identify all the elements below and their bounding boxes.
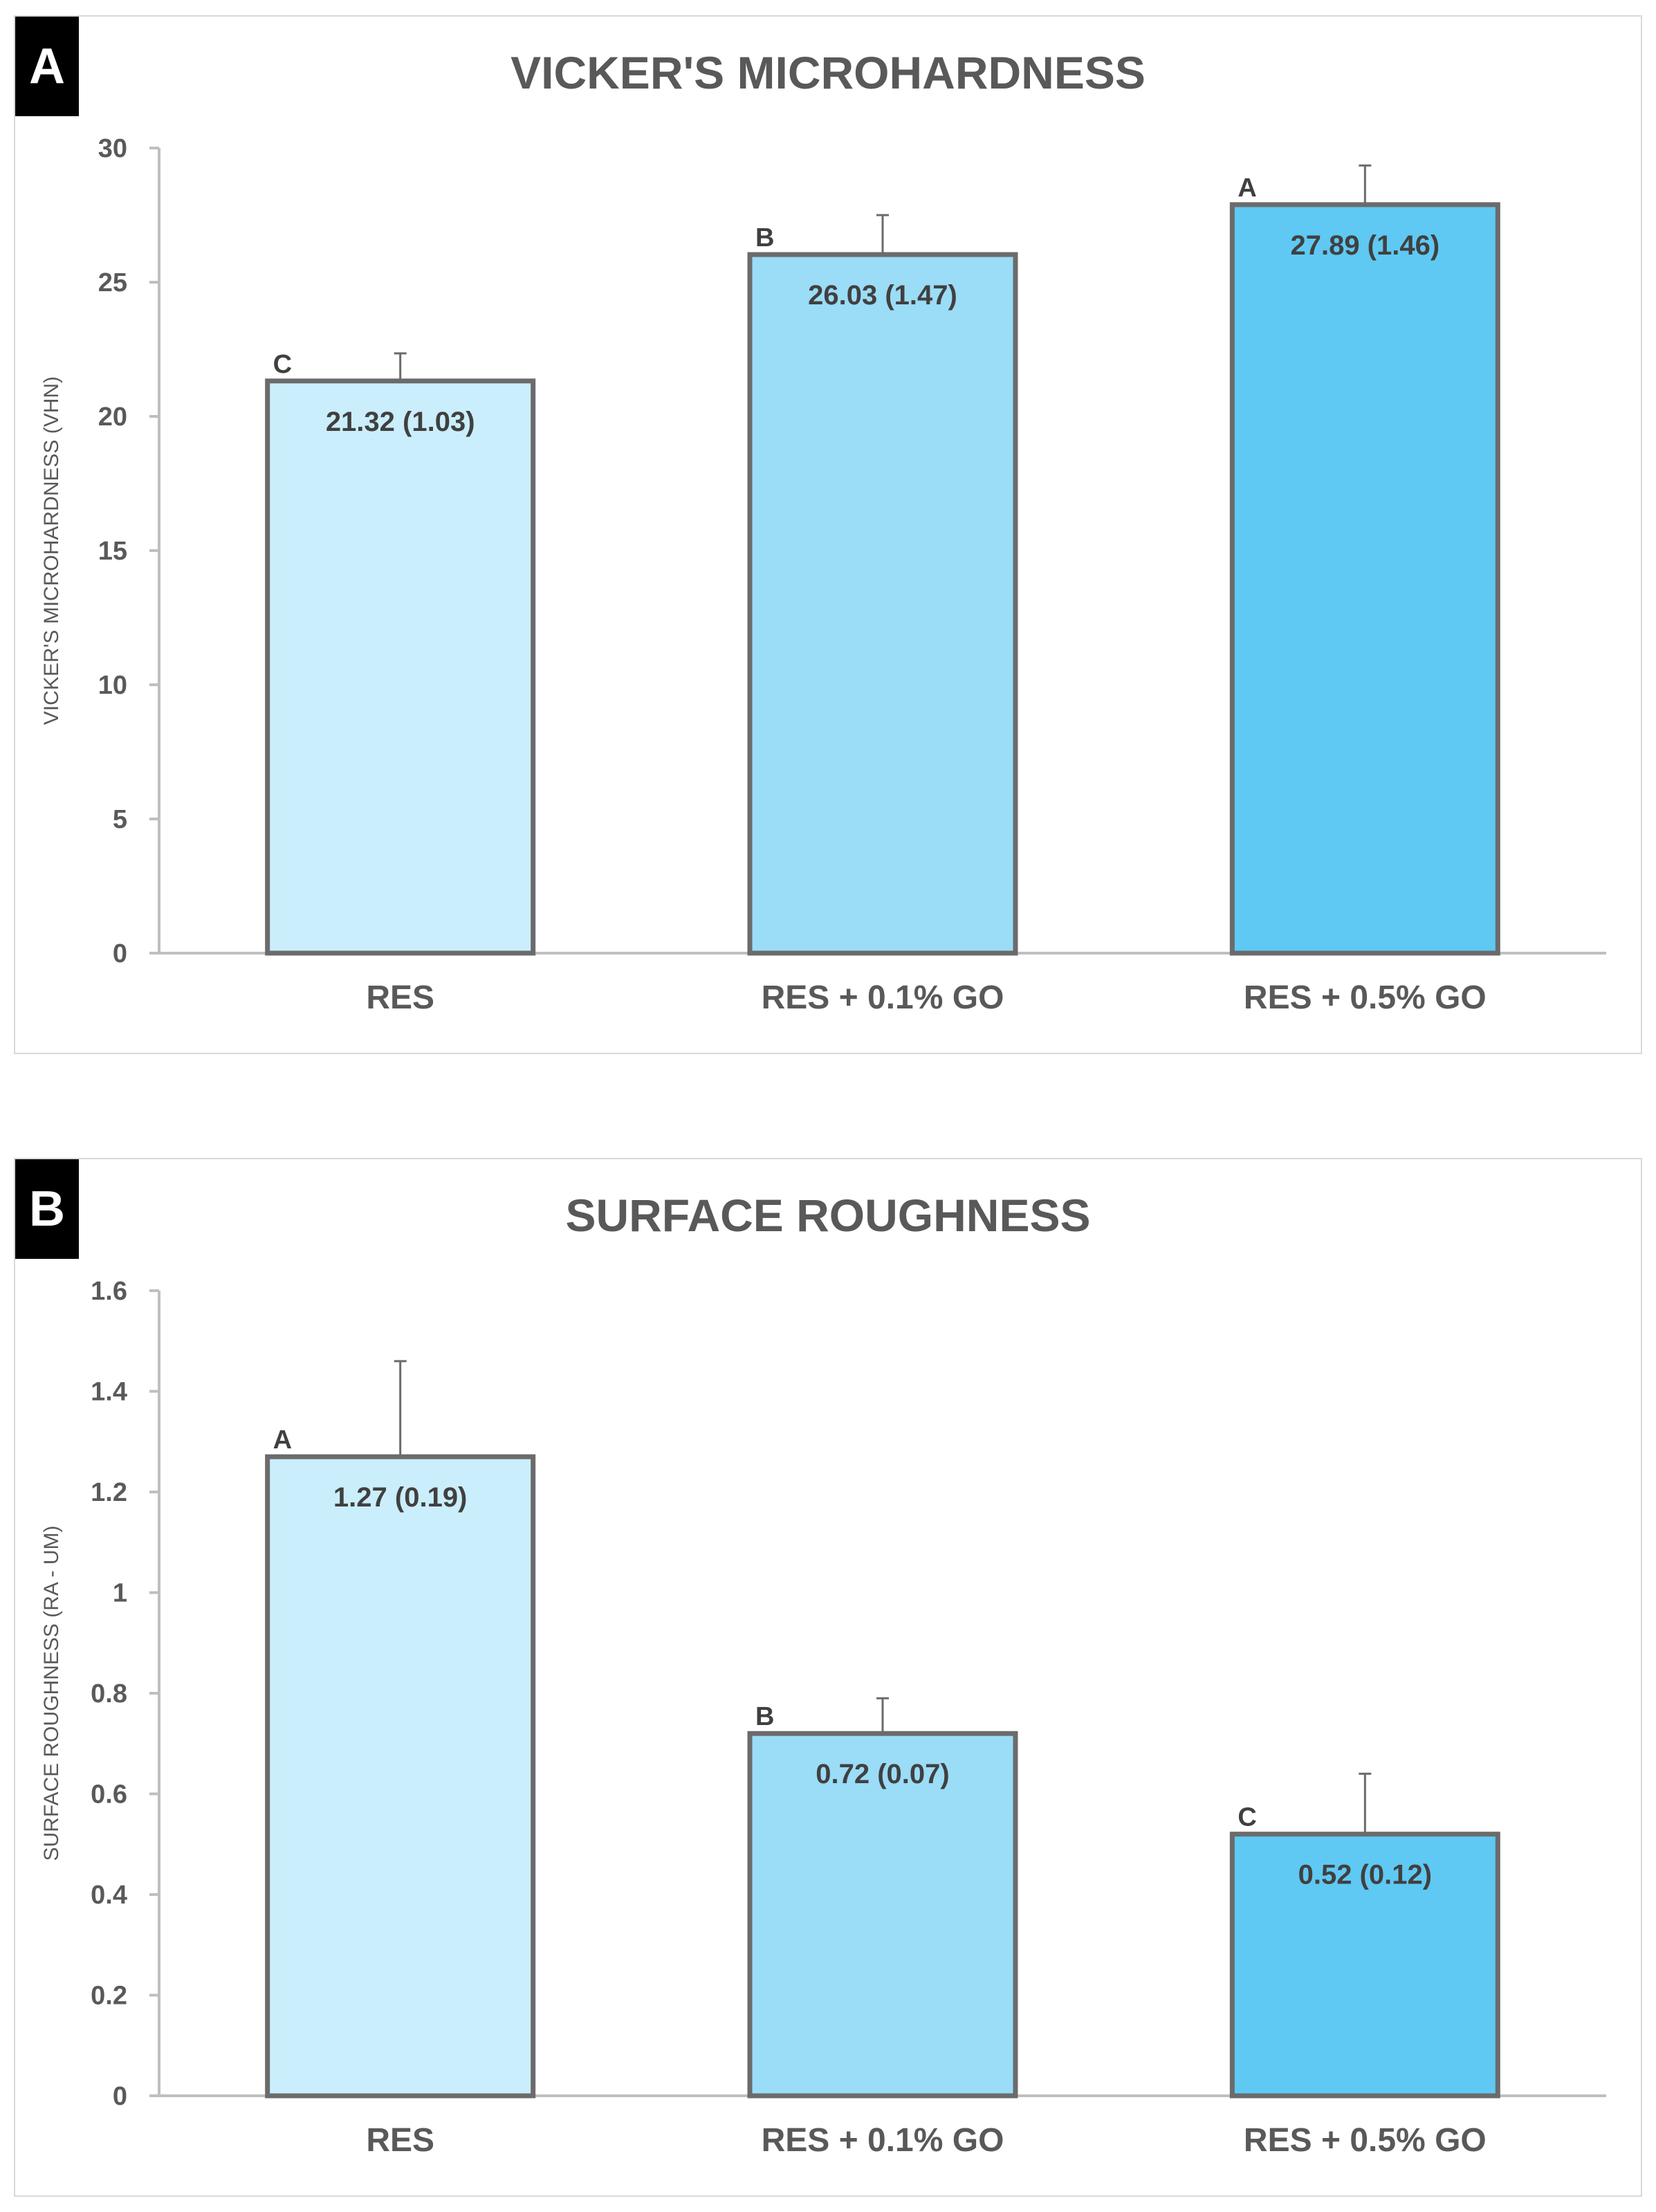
significance-letter: B [755,223,774,252]
y-tick-label: 15 [98,537,127,566]
bar-value-label: 0.72 (0.07) [816,1759,949,1789]
bar [265,378,536,956]
x-category-label: RES [366,2122,434,2159]
panel-label-b: B [15,1159,79,1259]
surface-roughness-chart: SURFACE ROUGHNESS SURFACE ROUGHNESS (RA -… [40,1190,1606,2159]
y-tick-label: 0.8 [91,1679,127,1708]
x-category-label: RES + 0.5% GO [1244,979,1487,1016]
y-tick-label: 0.6 [91,1780,127,1809]
y-tick-label: 1.6 [91,1277,127,1306]
y-tick-label: 0.2 [91,1982,127,2011]
y-tick-label: 1.2 [91,1478,127,1507]
bar [1229,202,1500,956]
bar-value-label: 27.89 (1.46) [1290,230,1439,261]
y-tick-label: 1.4 [91,1378,127,1407]
y-tick-label: 20 [98,403,127,432]
x-category-label: RES + 0.5% GO [1244,2122,1487,2159]
y-tick-label: 0.4 [91,1881,127,1910]
y-tick-label: 10 [98,671,127,700]
bar [265,1454,536,2099]
y-tick-label: 1 [113,1579,127,1608]
x-category-label: RES + 0.1% GO [762,979,1004,1016]
bar-value-label: 0.52 (0.12) [1298,1860,1432,1890]
chart-title: SURFACE ROUGHNESS [565,1190,1090,1241]
significance-letter: B [755,1702,774,1731]
y-tick-label: 0 [113,939,127,968]
bar-value-label: 1.27 (0.19) [333,1482,467,1513]
x-category-label: RES [366,979,434,1016]
y-tick-label: 25 [98,268,127,297]
bar [1229,1832,1500,2099]
bar-value-label: 21.32 (1.03) [326,407,475,437]
y-axis-label: VICKER'S MICROHARDNESS (VHN) [40,376,63,725]
chart-title: VICKER'S MICROHARDNESS [510,47,1146,98]
x-category-label: RES + 0.1% GO [762,2122,1004,2159]
bar [747,1731,1018,2099]
y-tick-label: 30 [98,134,127,163]
y-axis-label: SURFACE ROUGHNESS (RA - UM) [40,1525,63,1861]
bar [747,252,1018,956]
y-tick-label: 5 [113,805,127,834]
significance-letter: C [273,350,292,379]
significance-letter: C [1238,1803,1256,1832]
vickers-microhardness-chart: VICKER'S MICROHARDNESS VICKER'S MICROHARD… [40,47,1606,1016]
panel-label-a: A [15,17,79,116]
chart-panel-a: A VICKER'S MICROHARDNESS VICKER'S MICROHA… [14,15,1642,1054]
significance-letter: A [1238,174,1256,203]
y-tick-label: 0 [113,2082,127,2111]
bar-value-label: 26.03 (1.47) [808,280,957,311]
significance-letter: A [273,1426,292,1455]
chart-panel-b: B SURFACE ROUGHNESS SURFACE ROUGHNESS (RA… [14,1158,1642,2197]
